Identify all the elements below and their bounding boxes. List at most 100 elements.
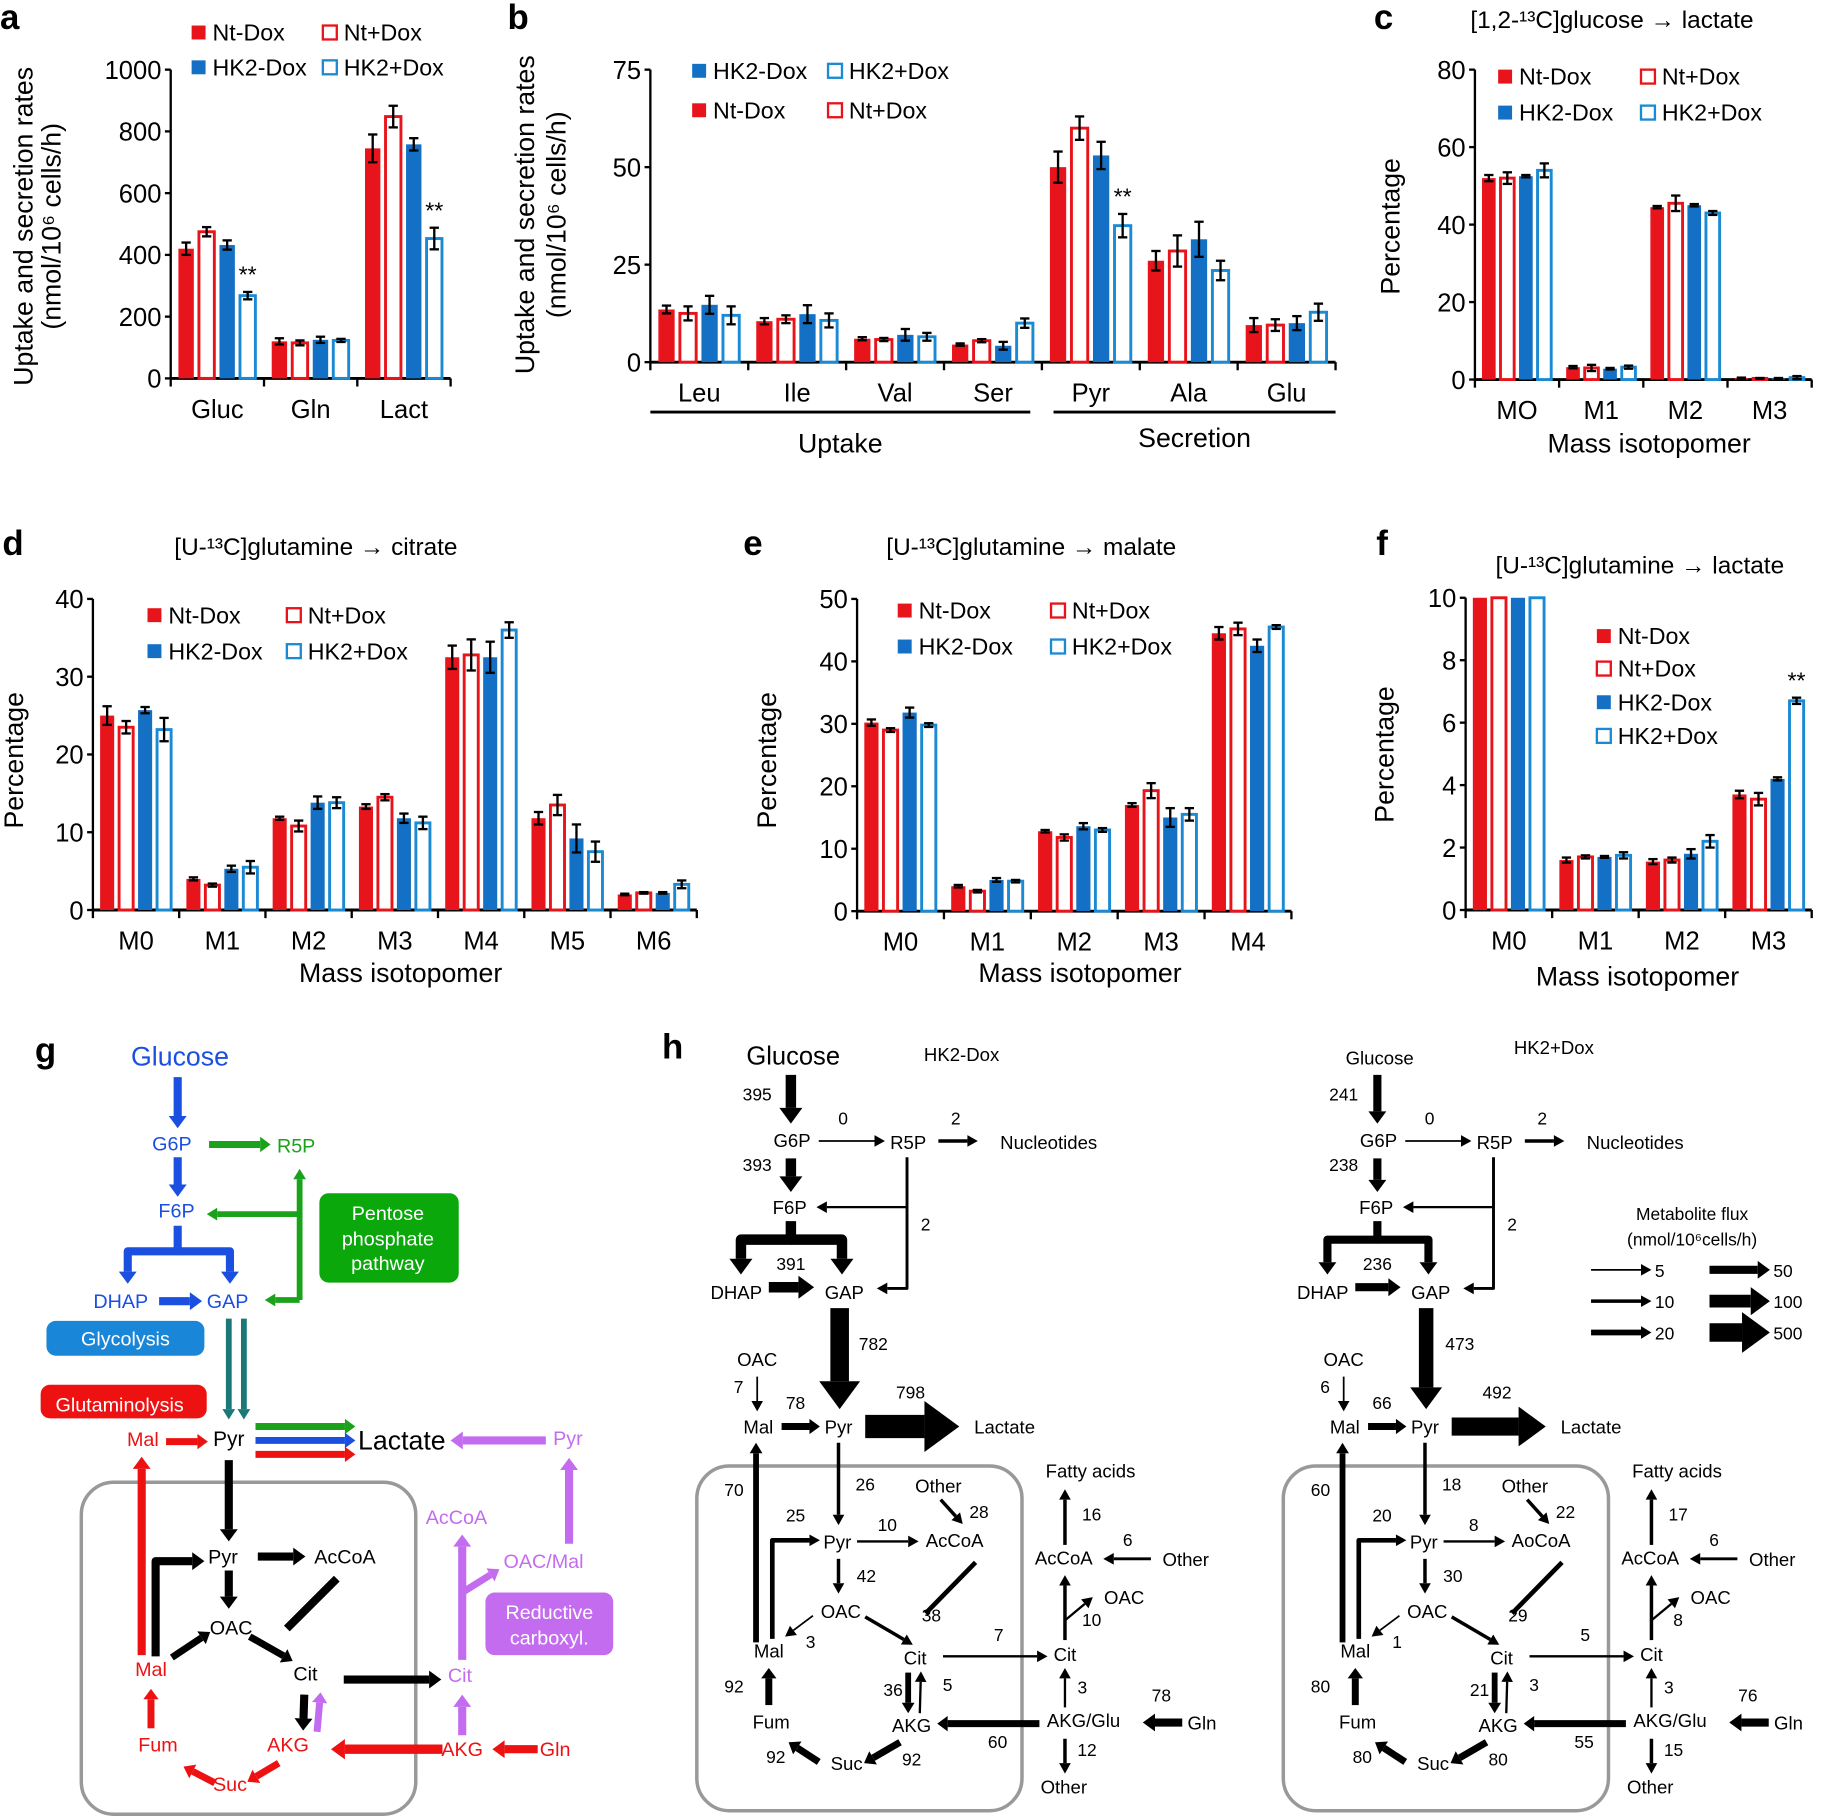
- node-gln: Gln: [1774, 1712, 1803, 1733]
- g-node-akg-r: AKG: [441, 1739, 483, 1761]
- node-accoa-m: AcCoA: [926, 1530, 984, 1551]
- flux-value-mal-pyrm: 20: [1372, 1506, 1391, 1526]
- y-tick-label: 50: [613, 154, 641, 182]
- legend-swatch: [321, 59, 338, 76]
- bar-hk2plusminus-dox-M3: [1788, 699, 1806, 912]
- flux-arrow: [1419, 1442, 1431, 1526]
- flux-arrow: [938, 1135, 978, 1147]
- g-node-accoa-m: AcCoA: [314, 1546, 376, 1568]
- bar-ntplusminus-dox-M0: [881, 728, 900, 913]
- flux-arrow: [1645, 1575, 1658, 1641]
- legend-label: Nt+Dox: [344, 20, 422, 46]
- chart-c: 0 20 40 60 80 MO M1 M2 M3 Nt-Dox Nt+Dox HK2-Dox HK2+…: [1375, 7, 1813, 459]
- bar-hk2plusminus-dox-M0: [155, 728, 173, 912]
- flux-value-mal-pyr: 78: [786, 1393, 805, 1413]
- flux-arrow: [832, 1442, 845, 1526]
- legend-label: HK2-Dox: [919, 634, 1014, 660]
- x-tick-label: M2: [1057, 929, 1092, 957]
- flux-map-hk2-minus-dox: HK2-Dox Glucose G6P R5P Nucleotides F6P DHAP GA…: [695, 1042, 1216, 1813]
- legend-label: Nt+Dox: [308, 602, 386, 628]
- flux-value-oac-mal: 7: [734, 1377, 744, 1397]
- bar-hk2minus-dox-M2: [1687, 205, 1702, 380]
- flux-value-f6p-triose: 391: [776, 1254, 805, 1274]
- flux-arrow: [1059, 1489, 1071, 1545]
- flux-value-akg-cit: 5: [943, 1675, 953, 1695]
- legend-label: HK2-Dox: [1618, 689, 1713, 715]
- flux-arrow: [1355, 1278, 1401, 1297]
- bar-ntminus-dox-M3: [1124, 805, 1140, 912]
- node-pyr-m: Pyr: [823, 1531, 851, 1552]
- g-arrow-black-17: [257, 1547, 306, 1566]
- node-other-out: Other: [1041, 1776, 1087, 1797]
- x-tick-label: M2: [291, 927, 326, 955]
- x-axis-label: Mass isotopomer: [978, 958, 1181, 988]
- bar-ntplusminus-dox-Pyr: [1069, 126, 1090, 364]
- x-tick-label: M3: [377, 927, 412, 955]
- reductive-carboxylation-box: [485, 1592, 614, 1656]
- node-glucose: Glucose: [746, 1042, 840, 1070]
- bar-ntminus-dox-M0: [864, 722, 879, 912]
- flux-value-glu-akg: 55: [1574, 1732, 1593, 1752]
- bar-hk2minus-dox-Leu: [701, 304, 718, 363]
- g-node-f6p: F6P: [158, 1201, 194, 1223]
- bar-ntminus-dox-Val: [854, 338, 871, 363]
- y-tick-label: 40: [55, 586, 83, 614]
- flux-arrow: [1689, 1553, 1738, 1565]
- bar-hk2minus-dox-MO: [1519, 176, 1533, 380]
- bar-hk2minus-dox-Gluc: [219, 245, 235, 379]
- flux-arrow: [1405, 1135, 1472, 1147]
- y-axis-label: Percentage: [1370, 686, 1400, 822]
- flux-arrow: [749, 1442, 763, 1643]
- bar-hk2minus-dox-M3: [1163, 817, 1178, 912]
- bar-ntminus-dox-Ser: [952, 344, 969, 363]
- bar-ntplusminus-dox-Val: [874, 338, 894, 364]
- bar-hk2minus-dox-M2: [310, 802, 325, 910]
- bar-hk2minus-dox-M2: [1076, 826, 1091, 912]
- legend-swatch: [826, 102, 844, 119]
- x-tick-label: M3: [1752, 397, 1787, 425]
- g-node-r5p: R5P: [277, 1136, 315, 1158]
- flux-value-gap-pyr: 782: [859, 1334, 888, 1354]
- y-tick-label: 10: [55, 820, 83, 848]
- flux-arrow: [1059, 1575, 1071, 1641]
- node-gap: GAP: [825, 1282, 864, 1303]
- bar-ntplusminus-dox-Lact: [384, 115, 403, 380]
- bar-ntplusminus-dox-M5: [548, 803, 566, 912]
- node-lactate: Lactate: [974, 1416, 1035, 1437]
- flux-arrow: [1645, 1489, 1658, 1545]
- x-tick-label: M0: [883, 929, 918, 957]
- node-accoa-c: AcCoA: [1035, 1548, 1093, 1569]
- node-akg-glu: AKG/Glu: [1047, 1710, 1120, 1731]
- flux-arrow: [819, 1308, 861, 1410]
- bar-ntplusminus-dox-MO: [1499, 176, 1516, 382]
- flux-value-g6p-r5p: 0: [838, 1109, 848, 1129]
- g-node-oac-m: OAC: [210, 1617, 253, 1639]
- node-fum: Fum: [1339, 1711, 1376, 1732]
- legend-swatch: [1639, 68, 1657, 85]
- flux-arrow: [788, 1741, 821, 1765]
- bar-hk2plusminus-dox-Ala: [1210, 269, 1231, 364]
- flux-arrow: [1443, 1535, 1506, 1548]
- flux-arrow: [781, 1418, 820, 1435]
- g-arrow-black-19: [151, 1552, 205, 1657]
- g-arrow-purple-15: [450, 1431, 546, 1450]
- flux-arrow: [816, 1201, 908, 1213]
- legend-swatch: [1596, 629, 1611, 644]
- y-tick-label: 10: [819, 836, 847, 864]
- flux-value-acc-fa: 16: [1082, 1505, 1101, 1525]
- bar-ntplusminus-dox-M3: [1749, 797, 1768, 912]
- flux-legend-title: Metabolite flux: [1636, 1204, 1749, 1224]
- flux-arrow: [1356, 1534, 1407, 1639]
- node-lactate: Lactate: [1561, 1416, 1622, 1437]
- x-tick-label: Lact: [380, 396, 428, 424]
- flux-value-cit-akg: 21: [1470, 1680, 1489, 1700]
- bar-hk2minus-dox-M3: [1770, 778, 1785, 910]
- flux-value-r5p-nuc: 2: [951, 1109, 961, 1129]
- chart-a: 0 200 400 600 800 1000 Gluc Gln Lact Nt-Dox Nt+Dox…: [9, 20, 452, 424]
- flux-value-akg-suc: 80: [1488, 1749, 1507, 1769]
- flux-arrow: [864, 1615, 913, 1645]
- g-arrow-blue-2: [118, 1225, 182, 1284]
- legend-swatch: [826, 62, 844, 79]
- g-node-gln: Gln: [540, 1739, 571, 1761]
- bar-hk2plusminus-dox-MO: [1536, 168, 1553, 382]
